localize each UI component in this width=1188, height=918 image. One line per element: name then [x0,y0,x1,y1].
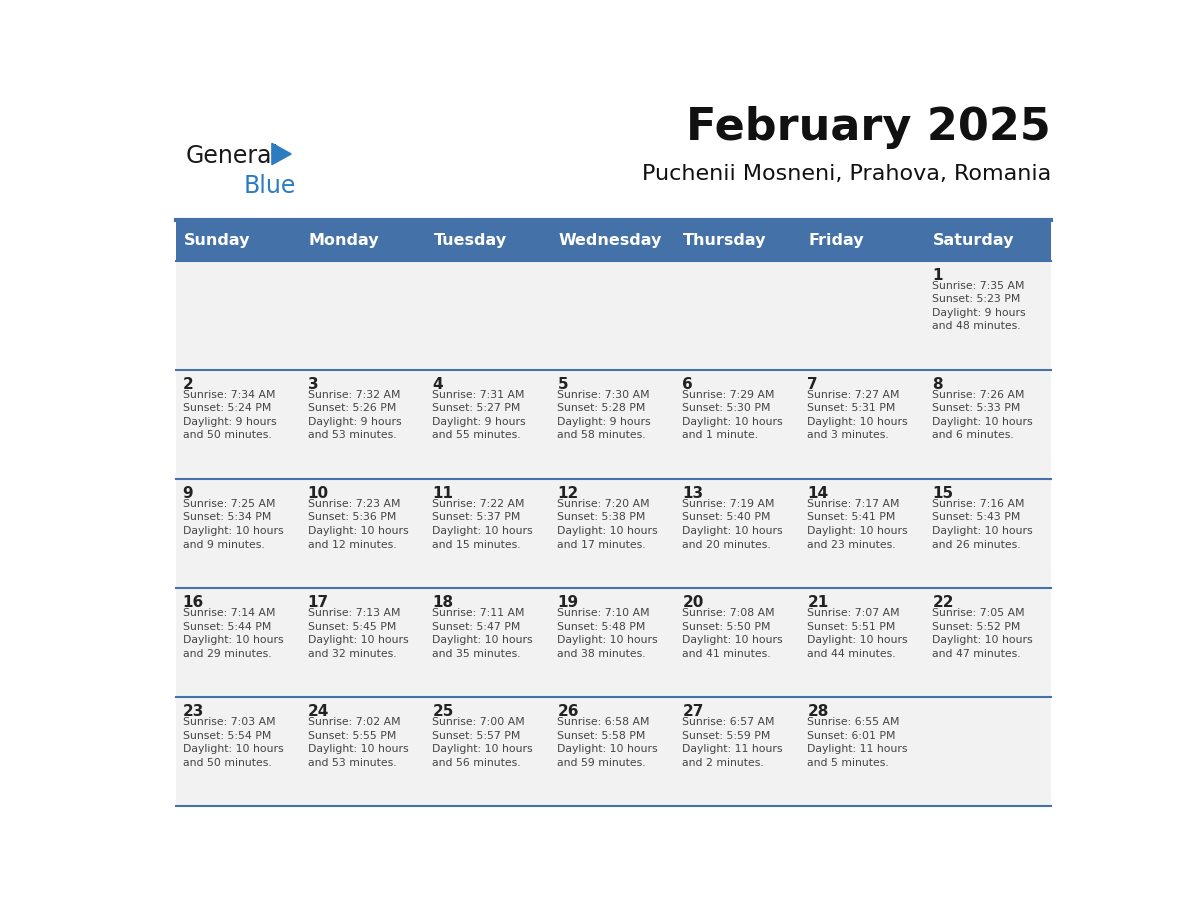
Text: 15: 15 [933,486,954,501]
Text: 17: 17 [308,595,329,610]
Text: Sunrise: 7:07 AM
Sunset: 5:51 PM
Daylight: 10 hours
and 44 minutes.: Sunrise: 7:07 AM Sunset: 5:51 PM Dayligh… [808,608,908,659]
Text: 12: 12 [557,486,579,501]
Text: 21: 21 [808,595,828,610]
Text: 28: 28 [808,704,829,720]
Polygon shape [272,143,291,164]
Text: Tuesday: Tuesday [434,233,506,248]
Text: 6: 6 [682,377,693,392]
Text: 13: 13 [682,486,703,501]
Text: 9: 9 [183,486,194,501]
Text: Sunrise: 7:29 AM
Sunset: 5:30 PM
Daylight: 10 hours
and 1 minute.: Sunrise: 7:29 AM Sunset: 5:30 PM Dayligh… [682,389,783,441]
Text: 27: 27 [682,704,703,720]
Text: Sunrise: 7:31 AM
Sunset: 5:27 PM
Daylight: 9 hours
and 55 minutes.: Sunrise: 7:31 AM Sunset: 5:27 PM Dayligh… [432,389,526,441]
Text: Sunrise: 7:30 AM
Sunset: 5:28 PM
Daylight: 9 hours
and 58 minutes.: Sunrise: 7:30 AM Sunset: 5:28 PM Dayligh… [557,389,651,441]
Text: Sunrise: 7:00 AM
Sunset: 5:57 PM
Daylight: 10 hours
and 56 minutes.: Sunrise: 7:00 AM Sunset: 5:57 PM Dayligh… [432,717,533,767]
Text: 10: 10 [308,486,329,501]
Text: 25: 25 [432,704,454,720]
Text: 8: 8 [933,377,943,392]
Text: 1: 1 [933,268,943,283]
Text: Sunrise: 7:05 AM
Sunset: 5:52 PM
Daylight: 10 hours
and 47 minutes.: Sunrise: 7:05 AM Sunset: 5:52 PM Dayligh… [933,608,1032,659]
Text: 5: 5 [557,377,568,392]
Text: Sunrise: 7:22 AM
Sunset: 5:37 PM
Daylight: 10 hours
and 15 minutes.: Sunrise: 7:22 AM Sunset: 5:37 PM Dayligh… [432,498,533,550]
Text: Sunrise: 7:17 AM
Sunset: 5:41 PM
Daylight: 10 hours
and 23 minutes.: Sunrise: 7:17 AM Sunset: 5:41 PM Dayligh… [808,498,908,550]
Text: 14: 14 [808,486,828,501]
Text: Friday: Friday [808,233,864,248]
Text: Sunday: Sunday [183,233,249,248]
Bar [176,588,1051,698]
Text: 23: 23 [183,704,204,720]
Text: 2: 2 [183,377,194,392]
Text: Sunrise: 7:03 AM
Sunset: 5:54 PM
Daylight: 10 hours
and 50 minutes.: Sunrise: 7:03 AM Sunset: 5:54 PM Dayligh… [183,717,283,767]
Text: Sunrise: 7:08 AM
Sunset: 5:50 PM
Daylight: 10 hours
and 41 minutes.: Sunrise: 7:08 AM Sunset: 5:50 PM Dayligh… [682,608,783,659]
Text: 22: 22 [933,595,954,610]
Text: 16: 16 [183,595,204,610]
Text: Sunrise: 7:16 AM
Sunset: 5:43 PM
Daylight: 10 hours
and 26 minutes.: Sunrise: 7:16 AM Sunset: 5:43 PM Dayligh… [933,498,1032,550]
Text: Saturday: Saturday [934,233,1015,248]
Text: Sunrise: 7:19 AM
Sunset: 5:40 PM
Daylight: 10 hours
and 20 minutes.: Sunrise: 7:19 AM Sunset: 5:40 PM Dayligh… [682,498,783,550]
Text: Sunrise: 7:13 AM
Sunset: 5:45 PM
Daylight: 10 hours
and 32 minutes.: Sunrise: 7:13 AM Sunset: 5:45 PM Dayligh… [308,608,409,659]
Text: Sunrise: 7:35 AM
Sunset: 5:23 PM
Daylight: 9 hours
and 48 minutes.: Sunrise: 7:35 AM Sunset: 5:23 PM Dayligh… [933,281,1026,331]
Text: 19: 19 [557,595,579,610]
Text: 4: 4 [432,377,443,392]
Text: Sunrise: 6:58 AM
Sunset: 5:58 PM
Daylight: 10 hours
and 59 minutes.: Sunrise: 6:58 AM Sunset: 5:58 PM Dayligh… [557,717,658,767]
Text: Wednesday: Wednesday [558,233,662,248]
Bar [176,479,1051,588]
Text: 18: 18 [432,595,454,610]
Text: General: General [185,144,278,168]
Text: Sunrise: 7:23 AM
Sunset: 5:36 PM
Daylight: 10 hours
and 12 minutes.: Sunrise: 7:23 AM Sunset: 5:36 PM Dayligh… [308,498,409,550]
Bar [176,698,1051,806]
Text: 3: 3 [308,377,318,392]
Text: February 2025: February 2025 [685,106,1051,149]
Text: 7: 7 [808,377,819,392]
Text: 20: 20 [682,595,703,610]
Text: Sunrise: 7:27 AM
Sunset: 5:31 PM
Daylight: 10 hours
and 3 minutes.: Sunrise: 7:27 AM Sunset: 5:31 PM Dayligh… [808,389,908,441]
Text: Monday: Monday [309,233,379,248]
Text: Thursday: Thursday [683,233,766,248]
Text: Sunrise: 7:34 AM
Sunset: 5:24 PM
Daylight: 9 hours
and 50 minutes.: Sunrise: 7:34 AM Sunset: 5:24 PM Dayligh… [183,389,276,441]
Text: 24: 24 [308,704,329,720]
Text: Sunrise: 7:20 AM
Sunset: 5:38 PM
Daylight: 10 hours
and 17 minutes.: Sunrise: 7:20 AM Sunset: 5:38 PM Dayligh… [557,498,658,550]
Bar [176,219,1051,261]
Text: Blue: Blue [244,174,296,197]
Text: Sunrise: 6:57 AM
Sunset: 5:59 PM
Daylight: 11 hours
and 2 minutes.: Sunrise: 6:57 AM Sunset: 5:59 PM Dayligh… [682,717,783,767]
Text: Sunrise: 6:55 AM
Sunset: 6:01 PM
Daylight: 11 hours
and 5 minutes.: Sunrise: 6:55 AM Sunset: 6:01 PM Dayligh… [808,717,908,767]
Text: Sunrise: 7:26 AM
Sunset: 5:33 PM
Daylight: 10 hours
and 6 minutes.: Sunrise: 7:26 AM Sunset: 5:33 PM Dayligh… [933,389,1032,441]
Text: Sunrise: 7:32 AM
Sunset: 5:26 PM
Daylight: 9 hours
and 53 minutes.: Sunrise: 7:32 AM Sunset: 5:26 PM Dayligh… [308,389,402,441]
Text: 26: 26 [557,704,579,720]
Text: Sunrise: 7:25 AM
Sunset: 5:34 PM
Daylight: 10 hours
and 9 minutes.: Sunrise: 7:25 AM Sunset: 5:34 PM Dayligh… [183,498,283,550]
Text: Sunrise: 7:10 AM
Sunset: 5:48 PM
Daylight: 10 hours
and 38 minutes.: Sunrise: 7:10 AM Sunset: 5:48 PM Dayligh… [557,608,658,659]
Bar [176,261,1051,370]
Text: 11: 11 [432,486,454,501]
Text: Sunrise: 7:02 AM
Sunset: 5:55 PM
Daylight: 10 hours
and 53 minutes.: Sunrise: 7:02 AM Sunset: 5:55 PM Dayligh… [308,717,409,767]
Text: Puchenii Mosneni, Prahova, Romania: Puchenii Mosneni, Prahova, Romania [642,164,1051,185]
Text: Sunrise: 7:11 AM
Sunset: 5:47 PM
Daylight: 10 hours
and 35 minutes.: Sunrise: 7:11 AM Sunset: 5:47 PM Dayligh… [432,608,533,659]
Text: Sunrise: 7:14 AM
Sunset: 5:44 PM
Daylight: 10 hours
and 29 minutes.: Sunrise: 7:14 AM Sunset: 5:44 PM Dayligh… [183,608,283,659]
Bar [176,370,1051,479]
